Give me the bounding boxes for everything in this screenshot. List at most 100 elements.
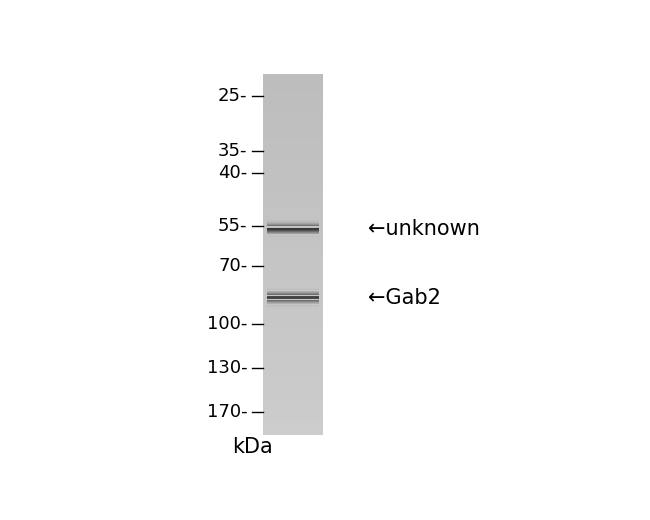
Bar: [263, 85, 323, 89]
Bar: [263, 211, 323, 215]
Bar: [263, 96, 323, 100]
Bar: [263, 413, 323, 417]
Bar: [263, 262, 323, 265]
Text: 25-: 25-: [218, 86, 248, 105]
Bar: [263, 237, 323, 240]
Bar: [263, 125, 323, 128]
Bar: [263, 93, 323, 96]
Bar: [263, 150, 323, 154]
Bar: [263, 280, 323, 283]
Bar: [263, 139, 323, 143]
Bar: [263, 399, 323, 402]
Bar: [263, 82, 323, 85]
Bar: [263, 265, 323, 269]
Bar: [263, 204, 323, 208]
Bar: [263, 103, 323, 107]
Bar: [263, 222, 323, 226]
Text: kDa: kDa: [232, 437, 273, 457]
Bar: [263, 193, 323, 197]
Bar: [263, 298, 323, 302]
Bar: [263, 161, 323, 164]
Bar: [263, 417, 323, 420]
Bar: [263, 197, 323, 201]
Bar: [263, 431, 323, 435]
Bar: [263, 392, 323, 395]
Bar: [263, 305, 323, 309]
Bar: [263, 143, 323, 147]
Bar: [263, 366, 323, 370]
Bar: [263, 373, 323, 377]
Bar: [263, 89, 323, 93]
Bar: [263, 172, 323, 175]
Bar: [263, 287, 323, 291]
Bar: [263, 384, 323, 388]
Bar: [263, 337, 323, 341]
Bar: [263, 244, 323, 248]
Bar: [263, 348, 323, 352]
Bar: [263, 309, 323, 312]
Bar: [263, 201, 323, 204]
Bar: [263, 186, 323, 190]
Bar: [263, 190, 323, 193]
Bar: [263, 327, 323, 330]
Bar: [263, 319, 323, 323]
Bar: [263, 302, 323, 305]
Bar: [263, 294, 323, 298]
Bar: [263, 276, 323, 280]
Bar: [263, 157, 323, 161]
Bar: [263, 283, 323, 287]
Text: ←Gab2: ←Gab2: [369, 288, 441, 308]
Bar: [263, 424, 323, 427]
Bar: [263, 352, 323, 356]
Bar: [263, 78, 323, 82]
Text: 130-: 130-: [207, 359, 248, 377]
Bar: [263, 208, 323, 211]
Text: 35-: 35-: [218, 142, 248, 160]
Bar: [263, 291, 323, 294]
Bar: [263, 118, 323, 121]
Bar: [263, 388, 323, 392]
Bar: [263, 132, 323, 136]
Bar: [263, 258, 323, 262]
Bar: [263, 183, 323, 186]
Text: 170-: 170-: [207, 403, 248, 421]
Bar: [263, 406, 323, 410]
Bar: [263, 147, 323, 150]
Bar: [263, 164, 323, 168]
Text: 70-: 70-: [218, 256, 248, 275]
Bar: [263, 402, 323, 406]
Bar: [263, 427, 323, 431]
Bar: [263, 359, 323, 363]
Bar: [263, 345, 323, 348]
Bar: [263, 269, 323, 272]
Bar: [263, 341, 323, 345]
Bar: [263, 410, 323, 413]
Bar: [263, 136, 323, 139]
Bar: [263, 114, 323, 118]
Bar: [263, 175, 323, 179]
Bar: [263, 255, 323, 258]
Bar: [263, 128, 323, 132]
Bar: [263, 420, 323, 424]
Bar: [263, 240, 323, 244]
Bar: [263, 312, 323, 316]
Bar: [263, 272, 323, 276]
Bar: [263, 74, 323, 78]
Bar: [263, 381, 323, 384]
Bar: [263, 251, 323, 255]
Bar: [263, 370, 323, 373]
Bar: [263, 110, 323, 114]
Text: 100-: 100-: [207, 316, 248, 333]
Bar: [263, 395, 323, 399]
Bar: [263, 323, 323, 327]
Bar: [263, 233, 323, 237]
Bar: [263, 226, 323, 229]
Bar: [263, 121, 323, 125]
Bar: [263, 377, 323, 381]
Bar: [263, 215, 323, 218]
Bar: [263, 330, 323, 334]
Bar: [263, 179, 323, 183]
Bar: [263, 154, 323, 157]
Text: ←unknown: ←unknown: [369, 219, 480, 239]
Bar: [263, 248, 323, 251]
